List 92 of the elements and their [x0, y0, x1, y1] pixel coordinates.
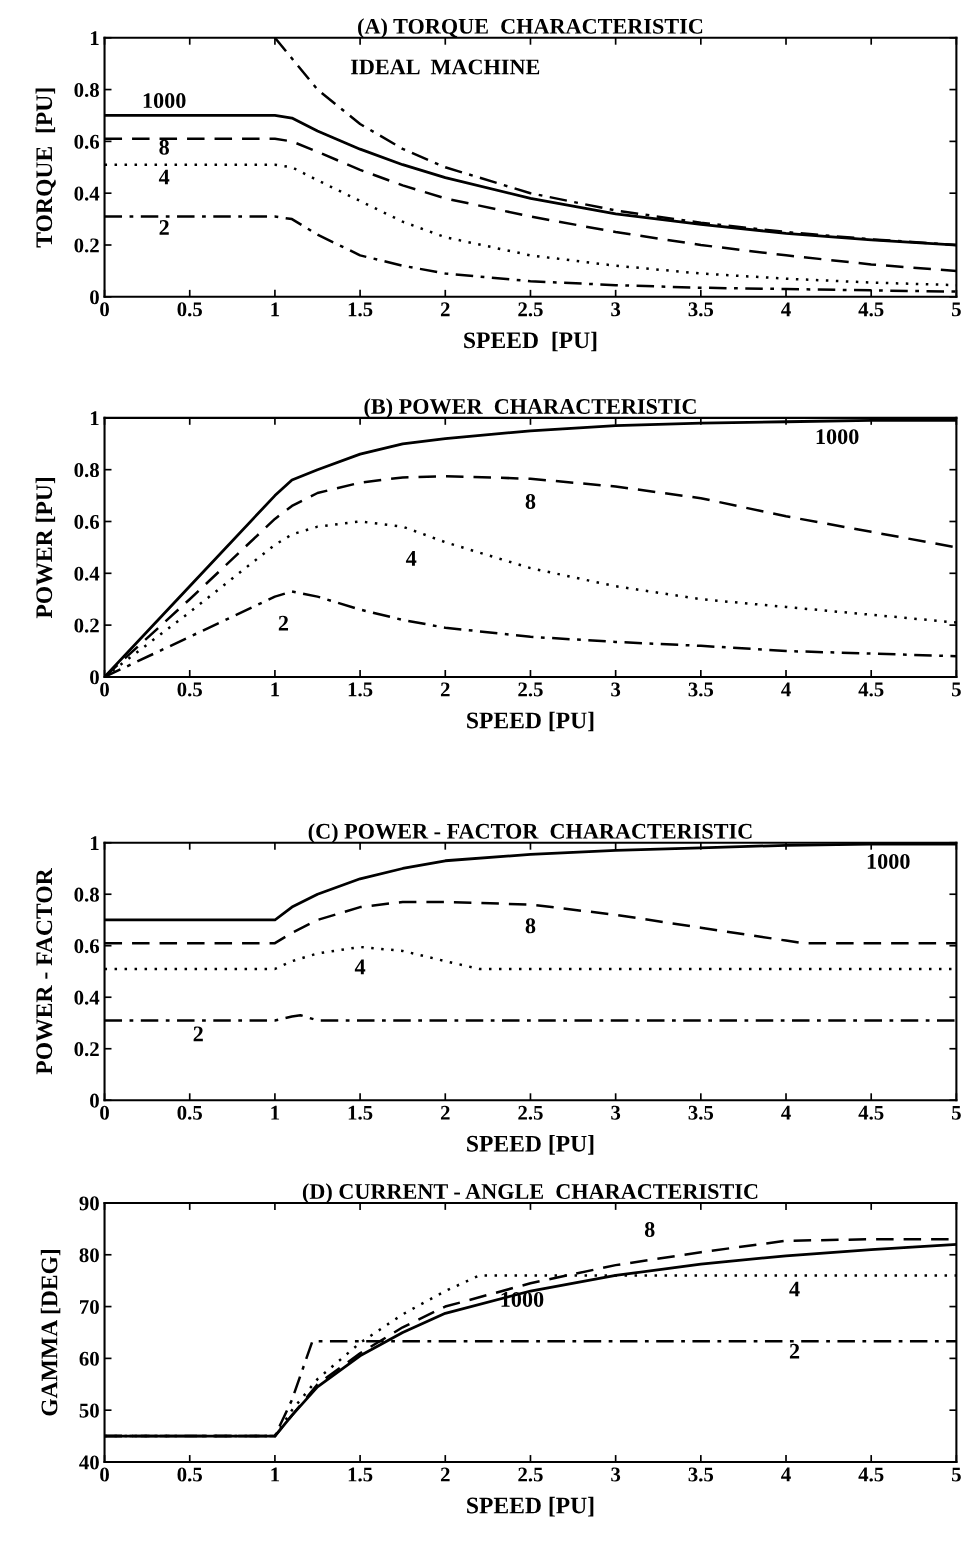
- x-tick-label: 5: [952, 302, 961, 317]
- x-tick-label: 4.5: [858, 302, 884, 317]
- y-tick-label: 80: [79, 1248, 99, 1263]
- x-axis-title: SPEED [PU]: [467, 1496, 594, 1517]
- y-tick-label: 1: [90, 836, 99, 850]
- y-tick-label: 0.6: [74, 134, 100, 149]
- annotation: 1000: [816, 429, 859, 445]
- y-axis-title: POWER [PU]: [35, 478, 56, 619]
- x-tick-label: 3: [611, 1467, 621, 1482]
- y-tick-label: 0.2: [74, 618, 99, 633]
- x-tick-label: 0.5: [177, 1467, 202, 1482]
- annotation: 2: [789, 1343, 800, 1359]
- x-tick-label: 0.5: [177, 682, 202, 697]
- x-tick-label: 3: [611, 1105, 621, 1120]
- x-tick-label: 3.5: [688, 1467, 714, 1482]
- x-tick-label: 1.5: [348, 302, 373, 317]
- x-tick-label: 4: [781, 302, 791, 317]
- x-tick-label: 2.5: [518, 1105, 543, 1120]
- y-tick-label: 0.6: [74, 514, 100, 530]
- y-tick-label: 0: [90, 670, 99, 685]
- x-tick-label: 3: [611, 682, 621, 697]
- annotation: 8: [159, 139, 169, 155]
- x-tick-label: 5: [952, 682, 961, 697]
- y-axis-title: TORQUE [PU]: [35, 88, 56, 248]
- y-tick-label: 0.2: [74, 238, 99, 253]
- annotation: 4: [354, 959, 366, 975]
- x-tick-label: 1: [271, 302, 280, 317]
- annotation: 4: [158, 169, 170, 185]
- y-tick-label: 0: [90, 1093, 99, 1108]
- y-tick-label: 0.8: [74, 887, 99, 902]
- chart-title: (B) POWER CHARACTERISTIC: [364, 398, 696, 419]
- x-tick-label: 0.5: [177, 302, 202, 317]
- annotation: 8: [525, 918, 536, 934]
- y-tick-label: 0.4: [74, 990, 100, 1005]
- chart-title: (C) POWER - FACTOR CHARACTERISTIC: [308, 823, 752, 844]
- x-tick-label: 2: [440, 682, 450, 697]
- x-tick-label: 2: [440, 1467, 450, 1482]
- chart-title: (A) TORQUE CHARACTERISTIC: [358, 18, 703, 39]
- y-tick-label: 1: [90, 411, 99, 426]
- y-tick-label: 0.6: [74, 939, 100, 954]
- x-tick-label: 3.5: [688, 302, 714, 317]
- x-tick-label: 3.5: [688, 1105, 714, 1120]
- x-tick-label: 1.5: [348, 1467, 373, 1482]
- annotation: 4: [405, 551, 417, 566]
- y-tick-label: 0.8: [74, 82, 99, 98]
- x-tick-label: 2: [440, 302, 450, 317]
- x-tick-label: 2.5: [518, 302, 543, 317]
- y-tick-label: 60: [79, 1351, 99, 1366]
- x-tick-label: 1: [271, 1467, 280, 1482]
- annotation: 2: [278, 615, 289, 631]
- x-axis-title: SPEED [PU]: [464, 331, 597, 352]
- y-axis-title: GAMMA [DEG]: [40, 1249, 61, 1416]
- x-tick-label: 0.5: [177, 1105, 202, 1120]
- y-tick-label: 70: [80, 1299, 99, 1315]
- annotation: 1000: [143, 93, 186, 109]
- x-axis-title: SPEED [PU]: [467, 1135, 594, 1155]
- y-tick-label: 0.4: [74, 186, 100, 201]
- x-tick-label: 3: [611, 302, 621, 317]
- y-tick-label: 1: [90, 31, 99, 45]
- x-tick-label: 1: [271, 682, 280, 697]
- x-tick-label: 4: [781, 1467, 791, 1482]
- x-tick-label: 2.5: [518, 682, 543, 697]
- x-tick-label: 1: [271, 1105, 280, 1120]
- chart-title: (D) CURRENT - ANGLE CHARACTERISTIC: [302, 1183, 758, 1204]
- x-tick-label: 4: [781, 682, 791, 697]
- annotation: 8: [525, 493, 536, 509]
- y-axis-title: POWER - FACTOR: [36, 868, 53, 1075]
- annotation: 2: [193, 1026, 203, 1042]
- x-tick-label: 5: [952, 1105, 961, 1120]
- x-tick-label: 2.5: [518, 1467, 543, 1482]
- y-tick-label: 90: [79, 1196, 99, 1211]
- x-tick-label: 4.5: [858, 1467, 884, 1482]
- y-tick-label: 40: [79, 1455, 99, 1470]
- annotation: IDEAL MACHINE: [350, 59, 540, 75]
- x-tick-label: 1.5: [348, 682, 373, 697]
- y-tick-label: 50: [79, 1403, 99, 1418]
- x-tick-label: 5: [952, 1467, 961, 1482]
- x-axis-title: SPEED [PU]: [467, 711, 594, 732]
- x-tick-label: 1.5: [348, 1105, 373, 1120]
- annotation: 2: [159, 220, 169, 235]
- y-tick-label: 0.8: [74, 463, 99, 478]
- x-tick-label: 4: [781, 1105, 791, 1120]
- y-tick-label: 0: [90, 290, 99, 305]
- y-tick-label: 0.2: [74, 1042, 99, 1057]
- annotation: 8: [644, 1222, 655, 1238]
- x-tick-label: 4.5: [858, 1105, 884, 1120]
- x-tick-label: 2: [440, 1105, 450, 1120]
- x-tick-label: 4.5: [858, 682, 884, 697]
- annotation: 4: [789, 1281, 800, 1297]
- y-tick-label: 0.4: [74, 566, 100, 581]
- x-tick-label: 3.5: [688, 682, 714, 697]
- annotation: 1000: [867, 853, 910, 869]
